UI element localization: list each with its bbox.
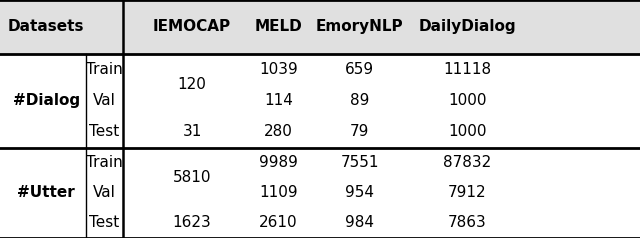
Text: 2610: 2610 xyxy=(259,215,298,230)
Text: 87832: 87832 xyxy=(443,155,492,170)
Bar xyxy=(0,0,640,54)
Text: 114: 114 xyxy=(264,93,293,108)
Text: Train: Train xyxy=(86,62,123,77)
Text: 79: 79 xyxy=(350,124,369,139)
Text: 1000: 1000 xyxy=(448,93,486,108)
Text: EmoryNLP: EmoryNLP xyxy=(316,19,403,34)
Text: #Dialog: #Dialog xyxy=(13,93,79,108)
Text: 280: 280 xyxy=(264,124,293,139)
Text: 7863: 7863 xyxy=(448,215,486,230)
Text: Test: Test xyxy=(89,124,120,139)
Text: 89: 89 xyxy=(350,93,369,108)
Text: Test: Test xyxy=(89,215,120,230)
Text: 1000: 1000 xyxy=(448,124,486,139)
Text: 11118: 11118 xyxy=(443,62,492,77)
Text: 9989: 9989 xyxy=(259,155,298,170)
Text: #Utter: #Utter xyxy=(17,185,75,200)
Text: 5810: 5810 xyxy=(173,170,211,185)
Text: 7912: 7912 xyxy=(448,185,486,200)
Text: 1109: 1109 xyxy=(259,185,298,200)
Text: 659: 659 xyxy=(345,62,374,77)
Text: Val: Val xyxy=(93,185,116,200)
Text: 31: 31 xyxy=(182,124,202,139)
Text: MELD: MELD xyxy=(255,19,302,34)
Text: IEMOCAP: IEMOCAP xyxy=(153,19,231,34)
Text: 1623: 1623 xyxy=(173,215,211,230)
Text: 984: 984 xyxy=(345,215,374,230)
Text: Train: Train xyxy=(86,155,123,170)
Text: 120: 120 xyxy=(177,77,207,92)
Text: 1039: 1039 xyxy=(259,62,298,77)
Text: Val: Val xyxy=(93,93,116,108)
Text: 7551: 7551 xyxy=(340,155,379,170)
Text: DailyDialog: DailyDialog xyxy=(419,19,516,34)
Text: Datasets: Datasets xyxy=(8,19,84,34)
Text: 954: 954 xyxy=(345,185,374,200)
